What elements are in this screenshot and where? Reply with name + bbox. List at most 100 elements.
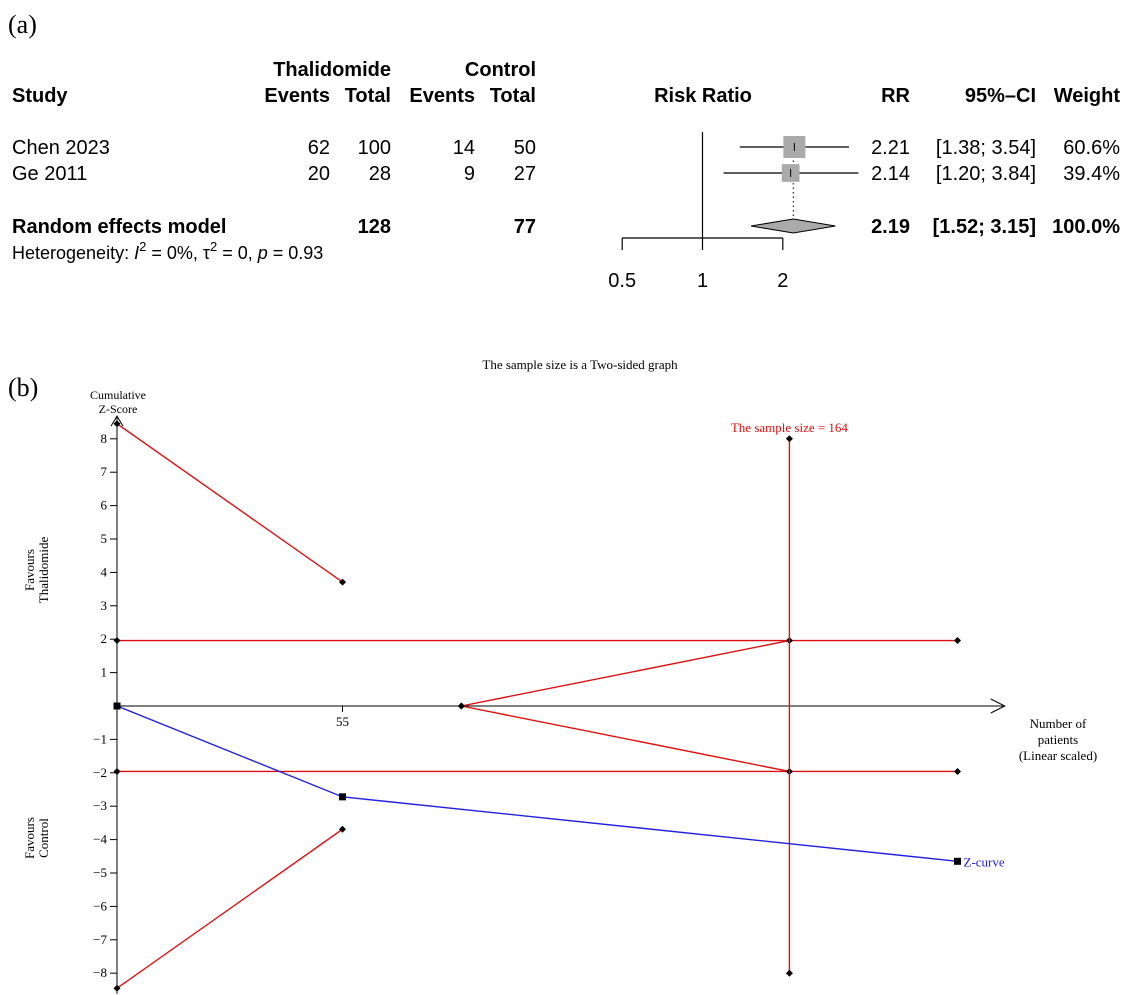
y-tick-label: 6 <box>101 498 108 513</box>
forest-x-tick-label: 0.5 <box>608 270 636 292</box>
y-axis-label-line1: Cumulative <box>90 388 146 402</box>
header-group1: Thalidomide <box>273 59 391 81</box>
z-curve-line <box>116 705 958 863</box>
het-p-symbol: p <box>257 243 268 263</box>
tsa-plot-panel: (b) The sample size is a Two-sided graph… <box>8 357 1097 994</box>
pooled-weight: 100.0% <box>1052 216 1120 238</box>
y-tick-label: −5 <box>93 865 107 880</box>
favours-lower-line1: Favours <box>22 817 37 859</box>
study-ci: [1.20; 3.84] <box>936 163 1036 185</box>
study-events2: 14 <box>453 137 475 159</box>
tsa-plot-area: 8 7 6 5 4 3 2 1 −1 −2 −3 −4 −5 −6 −7 −8 55 The sample siz… <box>93 415 1006 994</box>
favours-lower-line2: Control <box>36 818 51 858</box>
forest-x-tick-label: 1 <box>697 270 708 292</box>
pooled-name: Random effects model <box>12 216 226 238</box>
chart-title: The sample size is a Two-sided graph <box>482 357 678 372</box>
het-tau-rest: = 0, <box>217 243 258 263</box>
lower-futility-boundary <box>461 705 790 773</box>
x-tick-label: 55 <box>336 714 349 729</box>
study-weight: 39.4% <box>1063 163 1120 185</box>
y-tick-label: −2 <box>93 765 107 780</box>
y-tick-label: −6 <box>93 898 107 913</box>
lower-monitoring-boundary-point <box>339 825 346 833</box>
y-tick-label: 7 <box>101 464 108 479</box>
study-events1: 62 <box>308 137 330 159</box>
y-tick-label: 1 <box>101 665 108 680</box>
pooled-total1: 128 <box>358 216 391 238</box>
header-total1: Total <box>345 85 391 107</box>
lower-conventional-boundary-point <box>113 767 121 775</box>
het-i2-sup: 2 <box>139 239 146 254</box>
lower-futility-boundary-point <box>457 702 465 710</box>
heterogeneity-text: Heterogeneity: I2 = 0%, τ2 = 0, p = 0.93 <box>12 239 323 263</box>
study-events2: 9 <box>464 163 475 185</box>
het-prefix: Heterogeneity: <box>12 243 134 263</box>
upper-monitoring-boundary-point <box>113 420 121 428</box>
header-ci: 95%–CI <box>965 85 1036 107</box>
study-total1: 28 <box>369 163 391 185</box>
study-total2: 27 <box>514 163 536 185</box>
header-total2: Total <box>490 85 536 107</box>
x-axis-label-line3: (Linear scaled) <box>1019 748 1097 763</box>
y-tick-label: 3 <box>101 598 108 613</box>
het-tau-symbol: τ <box>203 243 210 263</box>
required-sample-size-line-point <box>785 969 793 977</box>
y-tick-label: −4 <box>93 832 107 847</box>
upper-monitoring-boundary-point <box>339 578 346 586</box>
required-sample-size-line-point <box>785 435 793 443</box>
het-tau-sup: 2 <box>210 239 217 254</box>
z-curve-point <box>113 702 121 710</box>
het-p-rest: = 0.93 <box>268 243 324 263</box>
header-events2: Events <box>409 85 475 107</box>
favours-control-label: Favours Control <box>22 817 51 859</box>
study-row-ge: Ge 2011 20 28 9 27 2.14 [1.20; 3.84] 39.… <box>12 163 1120 185</box>
y-tick-label: 5 <box>101 531 108 546</box>
forest-plot-area: 0.5 1 2 <box>608 132 859 292</box>
z-curve-point <box>339 793 346 801</box>
lower-conventional-boundary-point <box>954 767 961 775</box>
pooled-total2: 77 <box>514 216 536 238</box>
lower-monitoring-boundary <box>116 828 343 989</box>
y-tick-label: −7 <box>93 932 107 947</box>
pooled-rr: 2.19 <box>871 216 910 238</box>
study-total2: 50 <box>514 137 536 159</box>
x-axis-label-line1: Number of <box>1030 716 1087 731</box>
header-events1: Events <box>264 85 330 107</box>
y-tick-label: −8 <box>93 965 107 980</box>
panel-label-a: (a) <box>8 10 37 39</box>
y-tick-label: 4 <box>101 564 108 579</box>
favours-upper-line1: Favours <box>22 549 37 591</box>
header-group2: Control <box>465 59 536 81</box>
study-events1: 20 <box>308 163 330 185</box>
y-tick-label: 8 <box>101 431 108 446</box>
lower-monitoring-boundary-point <box>113 984 121 992</box>
het-i2-symbol: I <box>134 243 139 263</box>
header-risk-ratio: Risk Ratio <box>654 85 752 107</box>
x-axis-arrow <box>990 698 1006 714</box>
study-rr: 2.21 <box>871 137 910 159</box>
rss-label: The sample size = 164 <box>731 420 849 435</box>
study-weight: 60.6% <box>1063 137 1120 159</box>
forest-x-tick-label: 2 <box>777 270 788 292</box>
pooled-row: Random effects model 128 77 2.19 [1.52; … <box>12 216 1120 238</box>
favours-thalidomide-label: Favours Thalidomide <box>22 537 51 604</box>
y-tick-label: 2 <box>101 631 108 646</box>
study-name: Ge 2011 <box>12 163 87 185</box>
pooled-ci: [1.52; 3.15] <box>933 216 1036 238</box>
y-tick-label: −3 <box>93 798 107 813</box>
forest-plot-panel: (a) Thalidomide Control Study Events Tot… <box>8 10 1120 292</box>
y-axis-arrow <box>110 415 124 427</box>
y-axis-label-line2: Z-Score <box>99 402 138 416</box>
study-row-chen: Chen 2023 62 100 14 50 2.21 [1.38; 3.54]… <box>12 137 1120 159</box>
study-ci: [1.38; 3.54] <box>936 137 1036 159</box>
study-rr: 2.14 <box>871 163 910 185</box>
upper-futility-boundary <box>461 639 790 707</box>
favours-upper-line2: Thalidomide <box>36 537 51 604</box>
y-tick-label: −1 <box>93 731 107 746</box>
study-total1: 100 <box>358 137 391 159</box>
upper-monitoring-boundary <box>116 423 343 583</box>
header-weight: Weight <box>1054 85 1121 107</box>
study-name: Chen 2023 <box>12 137 110 159</box>
header-study: Study <box>12 85 68 107</box>
